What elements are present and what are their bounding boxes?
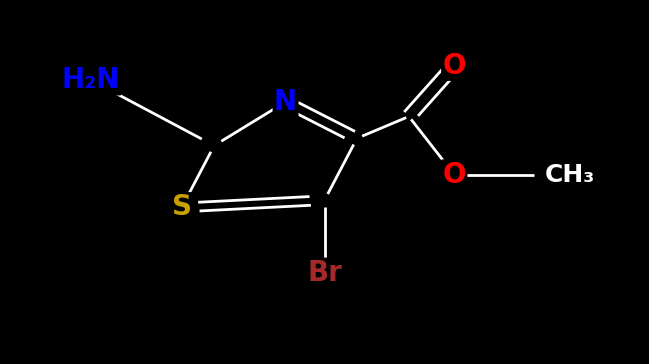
Text: O: O [443,161,466,189]
Text: H₂N: H₂N [62,66,120,94]
Text: Br: Br [307,259,342,287]
Text: N: N [274,88,297,116]
Text: CH₃: CH₃ [545,163,595,187]
Text: S: S [172,194,191,221]
Text: O: O [443,52,466,79]
